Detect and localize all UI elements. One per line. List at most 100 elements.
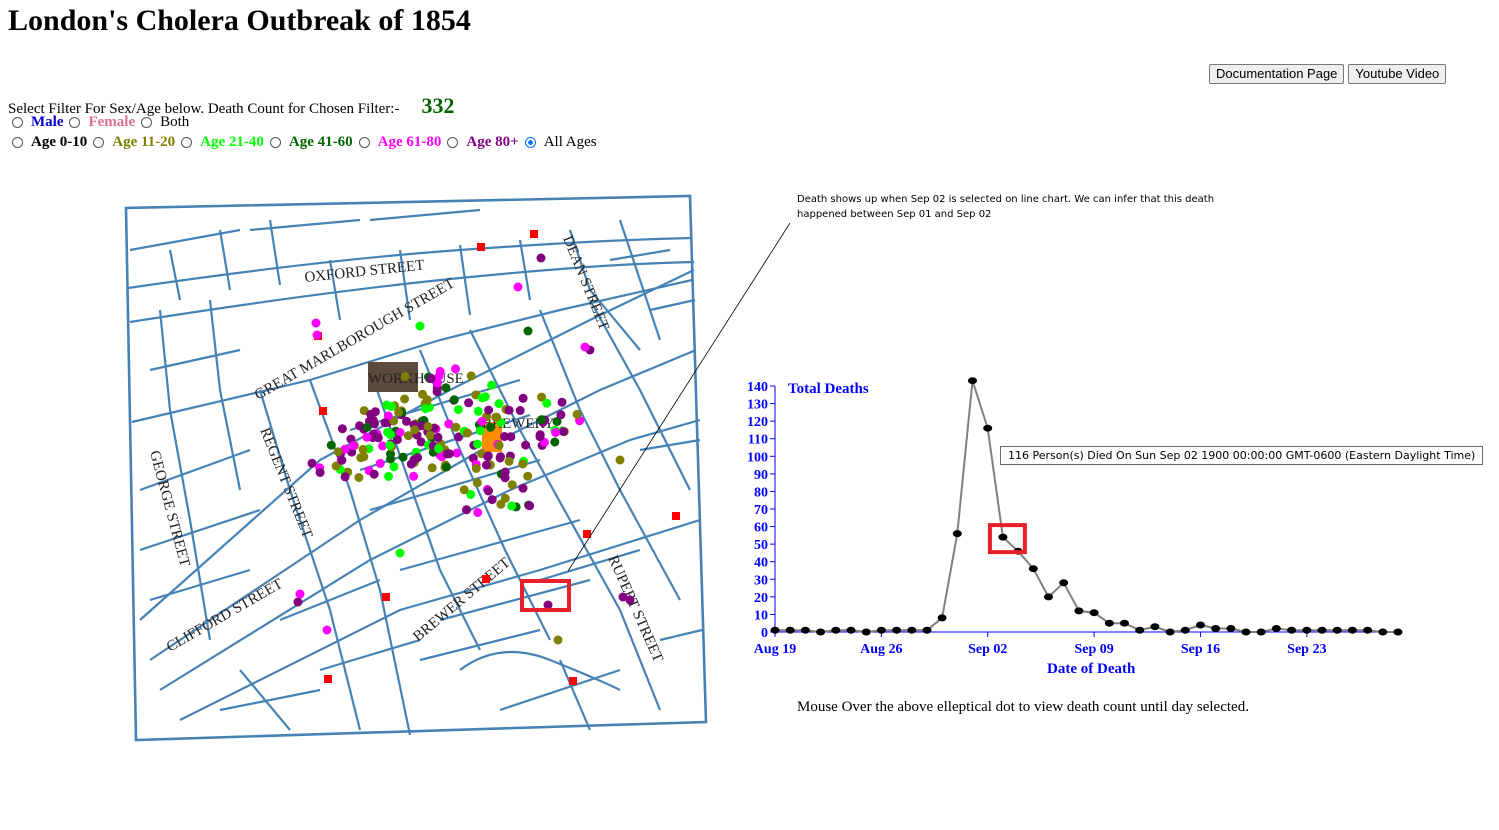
death-marker[interactable] bbox=[471, 464, 481, 473]
death-marker[interactable] bbox=[459, 485, 469, 495]
data-point[interactable] bbox=[922, 626, 932, 634]
death-marker[interactable] bbox=[487, 495, 497, 505]
death-marker[interactable] bbox=[423, 422, 433, 431]
death-marker[interactable] bbox=[513, 282, 523, 292]
death-marker[interactable] bbox=[496, 452, 505, 462]
death-marker[interactable] bbox=[472, 478, 482, 488]
death-markers[interactable] bbox=[293, 253, 635, 645]
death-marker[interactable] bbox=[482, 460, 491, 470]
data-point[interactable] bbox=[1378, 628, 1388, 636]
death-marker[interactable] bbox=[552, 417, 562, 426]
data-point[interactable] bbox=[1074, 607, 1084, 615]
death-marker[interactable] bbox=[426, 373, 436, 383]
death-marker[interactable] bbox=[521, 440, 531, 450]
documentation-button[interactable]: Documentation Page bbox=[1209, 64, 1345, 84]
death-marker[interactable] bbox=[553, 635, 563, 645]
death-marker[interactable] bbox=[454, 432, 464, 442]
death-marker[interactable] bbox=[389, 462, 399, 472]
death-marker[interactable] bbox=[312, 330, 322, 340]
sex-option-male[interactable]: Male bbox=[10, 114, 63, 131]
death-marker[interactable] bbox=[572, 409, 582, 419]
data-point[interactable] bbox=[1135, 626, 1145, 634]
death-marker[interactable] bbox=[494, 440, 504, 450]
death-marker[interactable] bbox=[473, 508, 483, 517]
death-marker[interactable] bbox=[348, 441, 358, 450]
death-marker[interactable] bbox=[378, 441, 388, 451]
death-marker[interactable] bbox=[370, 407, 380, 417]
death-marker[interactable] bbox=[462, 505, 471, 515]
death-marker[interactable] bbox=[434, 444, 443, 454]
death-marker[interactable] bbox=[492, 412, 502, 422]
death-marker[interactable] bbox=[409, 471, 419, 481]
death-marker[interactable] bbox=[507, 501, 517, 511]
death-marker[interactable] bbox=[322, 625, 332, 635]
death-marker[interactable] bbox=[433, 378, 442, 388]
death-marker[interactable] bbox=[375, 458, 385, 468]
data-point[interactable] bbox=[1241, 628, 1251, 636]
death-marker[interactable] bbox=[420, 404, 430, 414]
data-point[interactable] bbox=[937, 614, 947, 622]
death-marker[interactable] bbox=[473, 406, 483, 416]
death-marker[interactable] bbox=[380, 418, 390, 428]
death-marker[interactable] bbox=[557, 397, 567, 407]
death-marker[interactable] bbox=[451, 422, 461, 432]
data-point[interactable] bbox=[831, 626, 841, 634]
death-marker[interactable] bbox=[615, 455, 625, 465]
age-option-age-80-[interactable]: Age 80+ bbox=[445, 134, 519, 151]
age-option-age-61-80[interactable]: Age 61-80 bbox=[357, 134, 441, 151]
death-marker[interactable] bbox=[484, 405, 494, 415]
data-point[interactable] bbox=[1347, 626, 1357, 634]
death-marker[interactable] bbox=[433, 432, 443, 442]
data-point[interactable] bbox=[907, 626, 917, 634]
data-point[interactable] bbox=[1089, 609, 1099, 617]
age-radio[interactable] bbox=[93, 137, 105, 148]
death-marker[interactable] bbox=[410, 425, 420, 435]
death-marker[interactable] bbox=[464, 398, 474, 408]
death-marker[interactable] bbox=[452, 448, 462, 458]
data-point[interactable] bbox=[892, 626, 902, 634]
sex-radio[interactable] bbox=[141, 117, 153, 128]
data-point[interactable] bbox=[1226, 625, 1236, 632]
death-marker[interactable] bbox=[384, 471, 393, 481]
age-option-all-ages[interactable]: All Ages bbox=[523, 134, 597, 151]
death-marker[interactable] bbox=[536, 253, 546, 263]
data-point[interactable] bbox=[1165, 628, 1175, 636]
death-marker[interactable] bbox=[340, 472, 350, 482]
data-point[interactable] bbox=[998, 533, 1008, 541]
death-marker[interactable] bbox=[484, 486, 493, 496]
death-marker[interactable] bbox=[331, 461, 341, 471]
death-marker[interactable] bbox=[542, 398, 552, 408]
death-marker[interactable] bbox=[370, 419, 379, 429]
death-marker[interactable] bbox=[422, 395, 432, 405]
death-marker[interactable] bbox=[427, 463, 437, 473]
death-marker[interactable] bbox=[409, 455, 419, 465]
death-marker[interactable] bbox=[358, 444, 368, 454]
age-option-age-0-10[interactable]: Age 0-10 bbox=[10, 134, 87, 151]
death-marker[interactable] bbox=[386, 402, 396, 411]
cholera-map[interactable]: OXFORD STREET DEAN STREET GREAT MARLBORO… bbox=[120, 190, 710, 750]
death-marker[interactable] bbox=[515, 406, 525, 415]
death-marker[interactable] bbox=[466, 371, 476, 381]
death-marker[interactable] bbox=[340, 444, 350, 454]
data-point[interactable] bbox=[1302, 626, 1312, 634]
death-marker[interactable] bbox=[386, 430, 396, 440]
death-marker[interactable] bbox=[293, 597, 303, 607]
death-marker[interactable] bbox=[307, 458, 317, 468]
death-marker[interactable] bbox=[333, 447, 343, 457]
age-option-age-41-60[interactable]: Age 41-60 bbox=[268, 134, 353, 151]
death-marker[interactable] bbox=[435, 366, 445, 376]
death-marker[interactable] bbox=[543, 600, 553, 610]
death-marker[interactable] bbox=[385, 440, 395, 450]
death-marker[interactable] bbox=[518, 393, 528, 403]
death-marker[interactable] bbox=[337, 424, 347, 434]
death-marker[interactable] bbox=[449, 395, 459, 405]
death-marker[interactable] bbox=[535, 432, 545, 442]
death-marker[interactable] bbox=[506, 432, 516, 442]
data-point[interactable] bbox=[1104, 619, 1114, 627]
data-point[interactable] bbox=[983, 424, 993, 432]
death-marker[interactable] bbox=[466, 490, 476, 499]
data-point[interactable] bbox=[816, 628, 826, 636]
death-marker[interactable] bbox=[383, 411, 393, 421]
data-point[interactable] bbox=[1044, 593, 1053, 601]
death-marker[interactable] bbox=[355, 421, 365, 431]
